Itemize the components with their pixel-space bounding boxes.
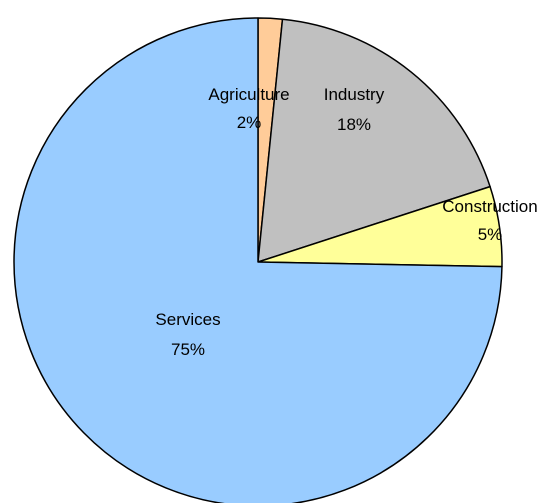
pie-labels: Agriculture 2% Industry 18% Construction 5% Se… xyxy=(155,85,537,359)
slice-value-label-industry: 18% xyxy=(337,115,371,134)
slice-label-construction: Construction xyxy=(442,197,537,216)
pie-slice-services xyxy=(13,17,503,503)
slice-label-industry: Industry xyxy=(324,85,385,104)
pie-slices xyxy=(13,17,503,503)
slice-label-services: Services xyxy=(155,310,220,329)
slice-label-agriculture: Agriculture xyxy=(208,85,289,104)
slice-value-label-services: 75% xyxy=(171,340,205,359)
pie-slice-industry xyxy=(257,18,491,263)
slice-value-label-construction: 5% xyxy=(478,225,503,244)
slice-value-label-agriculture: 2% xyxy=(237,113,262,132)
